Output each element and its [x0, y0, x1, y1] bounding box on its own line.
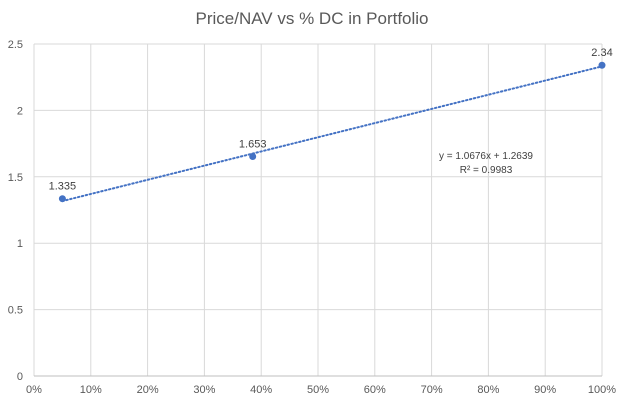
trendline-group [61, 65, 603, 203]
data-labels: 1.335 1.653 2.34 [49, 47, 613, 192]
x-tick-label: 0% [26, 384, 42, 396]
data-label: 1.335 [49, 181, 77, 193]
trendline-equation: y = 1.0676x + 1.2639 [439, 151, 533, 162]
data-point [249, 152, 257, 160]
x-tick-label: 50% [307, 384, 329, 396]
x-tick-label: 40% [250, 384, 272, 396]
y-tick-label: 2 [17, 105, 23, 117]
x-tick-label: 10% [80, 384, 102, 396]
chart-title: Price/NAV vs % DC in Portfolio [195, 9, 428, 28]
trendline-equation-group: y = 1.0676x + 1.2639 R² = 0.9983 [439, 151, 533, 176]
gridlines [33, 43, 603, 377]
data-label: 2.34 [591, 47, 612, 59]
y-tick-label: 1.5 [8, 172, 23, 184]
x-tick-label: 60% [364, 384, 386, 396]
trendline [61, 65, 603, 203]
x-tick-label: 30% [193, 384, 215, 396]
data-points [58, 61, 606, 203]
y-tick-label: 0.5 [8, 305, 23, 317]
axes: 0% 10% 20% 30% 40% 50% 60% 70% 80% 90% 100% 0 0.5 1 1.… [8, 39, 617, 396]
x-tick-label: 90% [534, 384, 556, 396]
data-point [598, 61, 606, 69]
x-tick-label: 80% [477, 384, 499, 396]
data-point [58, 195, 66, 203]
y-tick-label: 2.5 [8, 39, 23, 51]
x-tick-label: 20% [137, 384, 159, 396]
trendline-r-squared: R² = 0.9983 [460, 165, 513, 176]
y-tick-label: 1 [17, 238, 23, 250]
x-tick-label: 100% [588, 384, 616, 396]
x-tick-label: 70% [421, 384, 443, 396]
y-tick-label: 0 [17, 371, 23, 383]
data-label: 1.653 [239, 138, 267, 150]
